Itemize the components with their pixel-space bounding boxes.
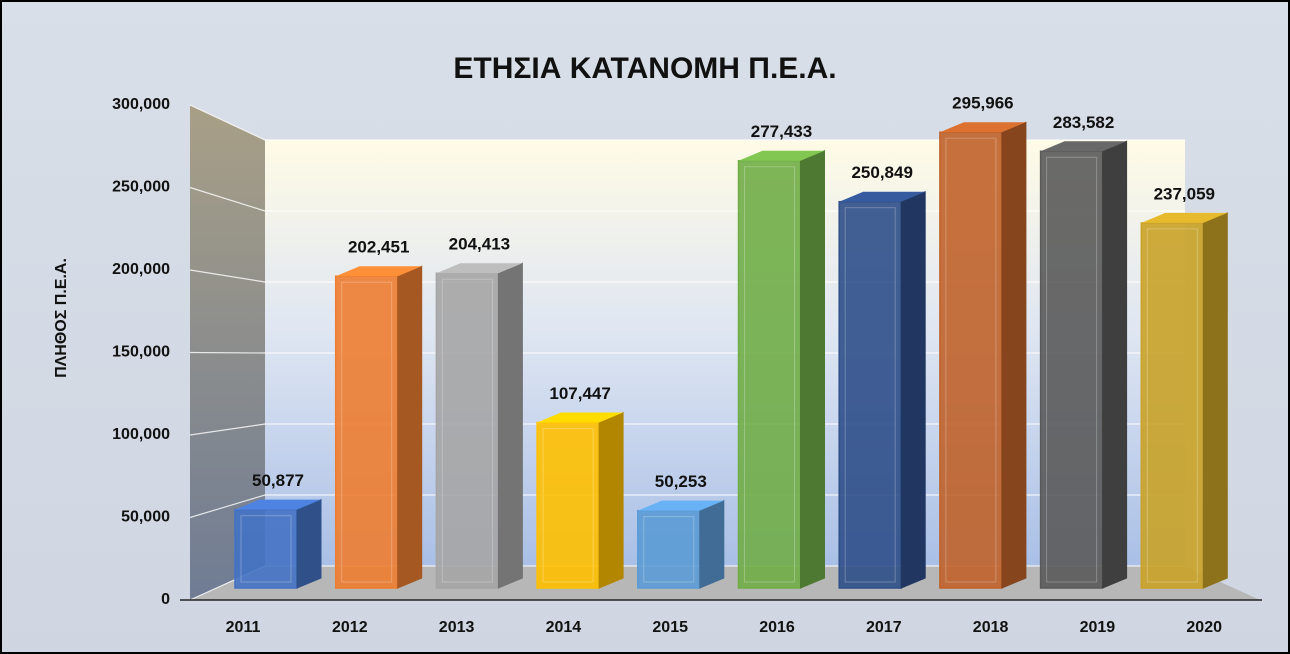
bar-side xyxy=(497,262,523,589)
x-tick-label: 2015 xyxy=(652,619,688,636)
bar-edge xyxy=(240,515,292,583)
bar-front xyxy=(838,200,902,589)
x-tick-label: 2011 xyxy=(226,619,261,636)
bar-edge xyxy=(341,281,393,583)
bar-edge xyxy=(744,166,795,583)
bar-edge xyxy=(844,207,896,583)
bar-edge xyxy=(945,137,997,583)
bar-top xyxy=(1141,212,1228,223)
y-tick-label: 250,000 xyxy=(112,179,170,196)
y-tick-label: 150,000 xyxy=(112,344,170,361)
bar-top xyxy=(335,266,422,277)
x-tick-label: 2013 xyxy=(439,619,475,636)
bar-front xyxy=(1140,222,1205,589)
y-tick-label: 0 xyxy=(161,591,170,608)
bar-edge xyxy=(542,428,594,583)
bar-edge xyxy=(441,278,493,583)
chart-title: ΕΤΗΣΙΑ ΚΑΤΑΝΟΜΗ Π.Ε.Α. xyxy=(453,52,836,85)
bar-top xyxy=(1040,141,1127,152)
y-axis-label: ΠΛΗΘΟΣ Π.Ε.Α. xyxy=(53,258,70,378)
bar-top xyxy=(939,122,1026,133)
bar-top xyxy=(235,499,321,510)
bar-front xyxy=(435,272,500,589)
bar-side xyxy=(1202,212,1228,589)
bar-front xyxy=(536,421,600,589)
bar-side xyxy=(397,265,423,589)
x-tick-label: 2020 xyxy=(1186,619,1222,636)
y-tick-label: 100,000 xyxy=(112,426,170,443)
grid-line xyxy=(189,104,1185,141)
value-label: 295,966 xyxy=(952,94,1013,113)
value-label: 107,447 xyxy=(549,384,610,403)
bar-top xyxy=(839,191,926,202)
x-tick-label: 2014 xyxy=(546,619,582,636)
bar-front xyxy=(234,508,298,589)
value-label: 237,059 xyxy=(1154,184,1215,203)
bar-front xyxy=(737,160,802,589)
bar-top xyxy=(537,412,624,423)
y-tick-label: 200,000 xyxy=(112,261,170,278)
value-label: 283,582 xyxy=(1053,113,1114,132)
bar-top xyxy=(738,150,825,161)
x-tick-label: 2017 xyxy=(866,619,902,636)
x-tick-label: 2019 xyxy=(1080,619,1116,636)
bar-side xyxy=(296,498,322,589)
bar-side xyxy=(900,190,926,589)
bar-front xyxy=(334,275,399,589)
bar-edge xyxy=(643,516,695,583)
bar-front xyxy=(1039,150,1104,589)
bar-side xyxy=(598,411,624,589)
x-tick-label: 2012 xyxy=(332,619,368,636)
value-label: 250,849 xyxy=(851,163,912,182)
value-label: 50,253 xyxy=(655,472,707,491)
bar-edge xyxy=(1046,156,1098,583)
value-label: 202,451 xyxy=(348,238,409,257)
x-tick-label: 2018 xyxy=(973,619,1009,636)
y-tick-label: 300,000 xyxy=(112,96,170,113)
bar-top xyxy=(436,263,523,274)
bar-side xyxy=(699,499,725,589)
value-label: 277,433 xyxy=(751,122,812,141)
x-tick-label: 2016 xyxy=(759,619,795,636)
y-tick-label: 50,000 xyxy=(121,509,170,526)
bar-side xyxy=(800,150,825,589)
bar-front xyxy=(637,509,701,589)
value-label: 204,413 xyxy=(449,235,510,254)
value-label: 50,877 xyxy=(252,471,304,490)
bar-side xyxy=(1001,121,1027,589)
bar-side xyxy=(1102,140,1128,589)
bar-front xyxy=(939,131,1003,589)
bar-top xyxy=(637,500,724,511)
bar-edge xyxy=(1146,228,1198,583)
